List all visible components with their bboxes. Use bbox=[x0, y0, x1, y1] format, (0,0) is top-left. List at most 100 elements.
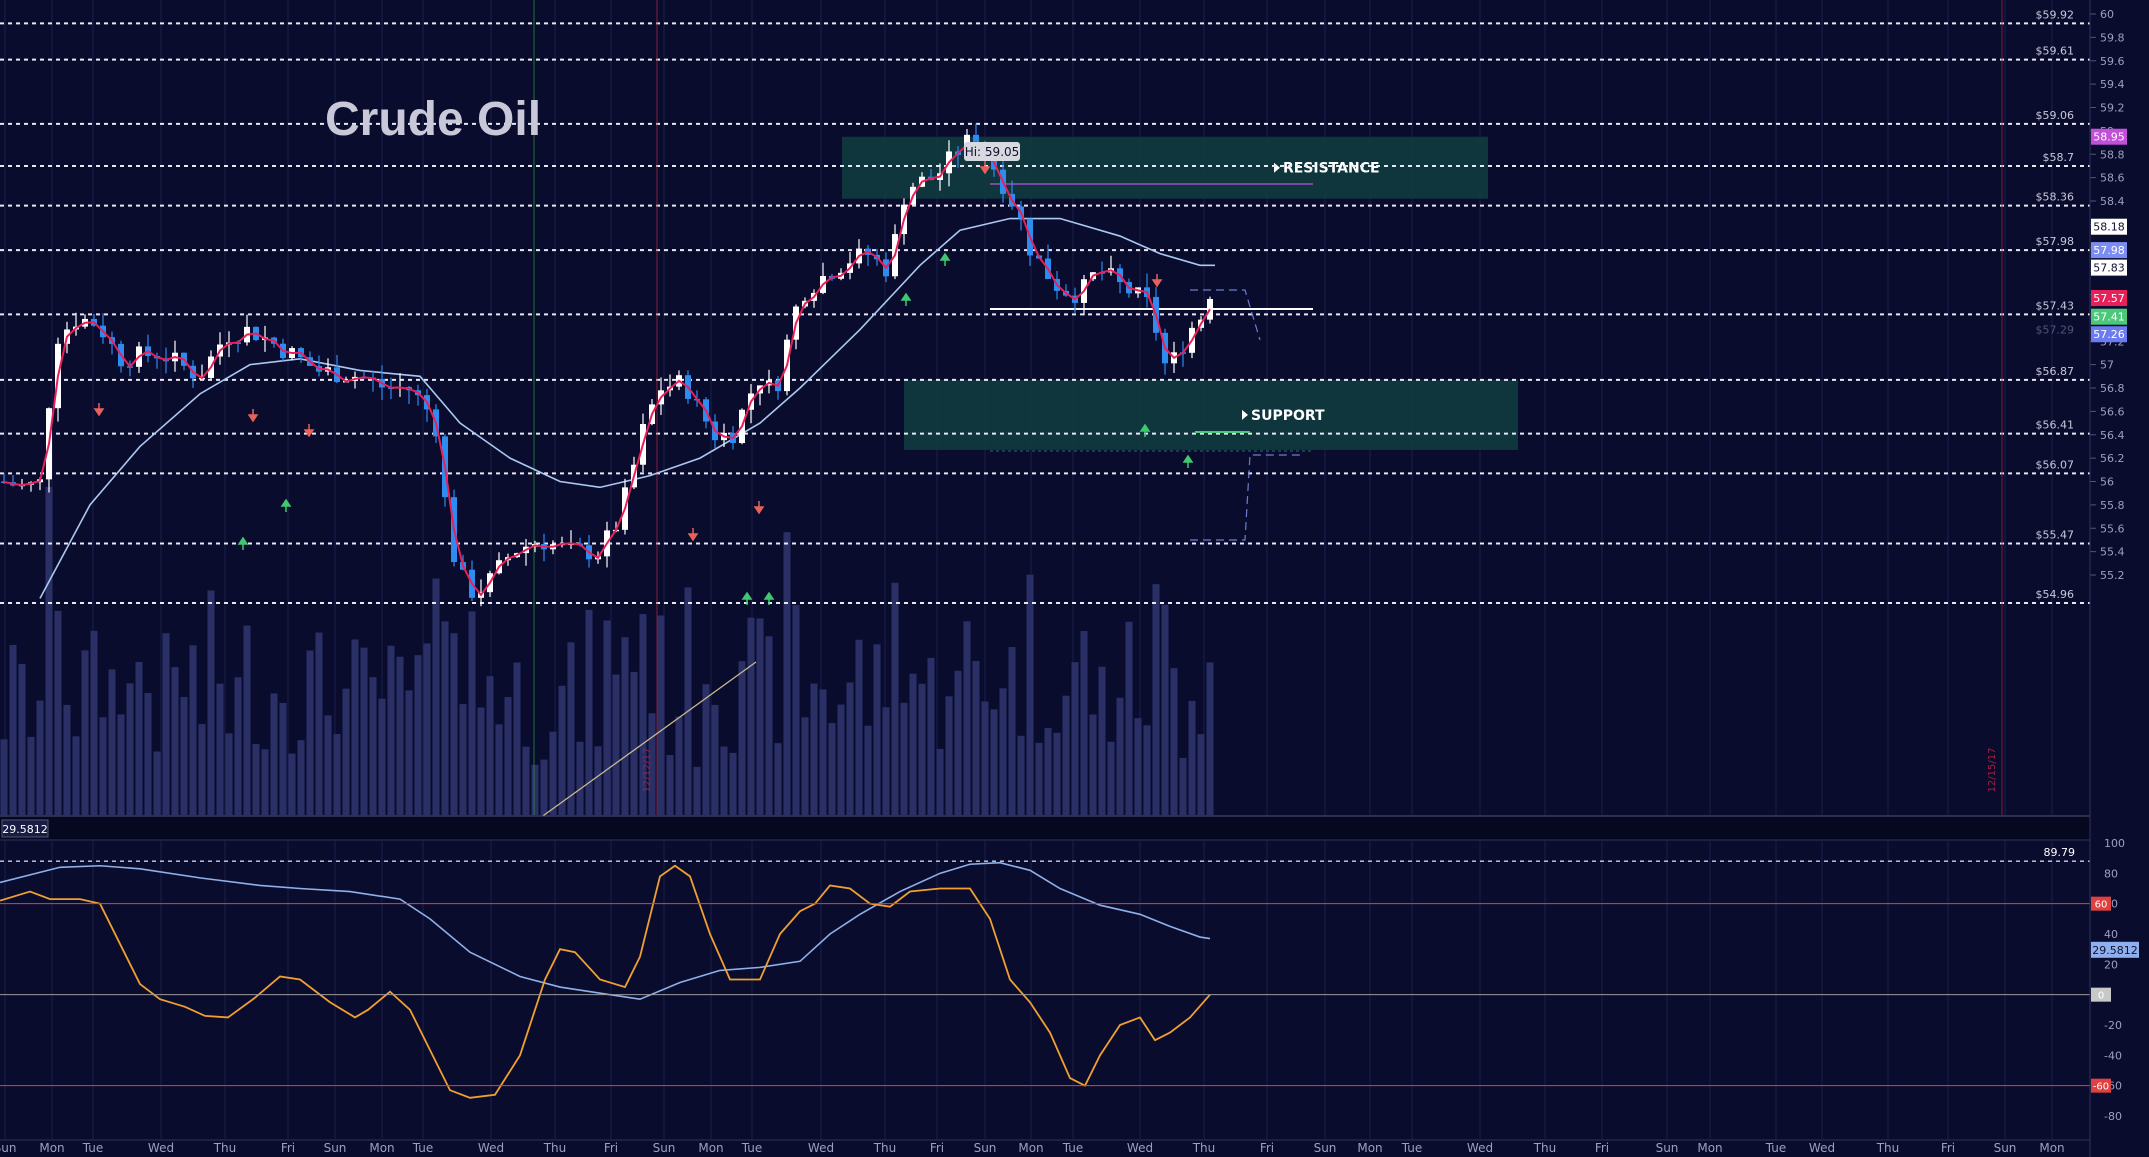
volume-bar bbox=[441, 621, 449, 815]
volume-bar bbox=[324, 715, 332, 815]
trendline bbox=[539, 183, 1313, 819]
volume-bar bbox=[783, 532, 791, 815]
volume-bar bbox=[738, 661, 746, 815]
level-label: $57.98 bbox=[2036, 235, 2075, 248]
price-badge-label: 57.57 bbox=[2093, 292, 2125, 305]
time-axis-label: Sun bbox=[1656, 1141, 1679, 1155]
time-axis-label: Mon bbox=[1018, 1141, 1043, 1155]
osc-slow-line bbox=[0, 861, 1211, 1001]
volume-bar bbox=[540, 759, 548, 815]
volume-bar bbox=[1044, 728, 1052, 815]
volume-bar bbox=[900, 702, 908, 815]
volume-bar bbox=[576, 741, 584, 815]
osc-tick-label: 20 bbox=[2104, 958, 2118, 971]
price-badge bbox=[2091, 242, 2127, 259]
volume-bar bbox=[873, 644, 881, 815]
volume-bar bbox=[846, 682, 854, 815]
time-axis-label: Thu bbox=[1533, 1141, 1557, 1155]
volume-bar bbox=[801, 717, 809, 815]
pane-separator bbox=[0, 816, 2090, 840]
volume-bar bbox=[135, 661, 143, 815]
signal-arrows bbox=[93, 161, 1194, 605]
volume-bar bbox=[108, 669, 116, 815]
osc-reference-badge-label: 60 bbox=[2095, 900, 2108, 911]
time-axis-label: Tue bbox=[82, 1141, 104, 1155]
date-marker-label: 12/12/17 bbox=[642, 748, 653, 793]
chart-title: Crude Oil bbox=[325, 93, 541, 146]
oscillator-lines bbox=[0, 861, 1211, 1099]
sell-arrow-icon bbox=[1151, 274, 1163, 288]
volume-bar bbox=[144, 693, 152, 815]
price-badge bbox=[2091, 290, 2127, 307]
time-axis-label: Tue bbox=[1765, 1141, 1787, 1155]
volume-bar bbox=[810, 683, 818, 815]
time-axis-label: Fri bbox=[1941, 1141, 1955, 1155]
zone-arrow-icon bbox=[1242, 409, 1248, 420]
volume-bar bbox=[423, 643, 431, 815]
volume-bar bbox=[126, 683, 134, 815]
osc-fast-line bbox=[0, 864, 1211, 1099]
volume-bar bbox=[1179, 757, 1187, 815]
volume-bar bbox=[729, 752, 737, 815]
volume-bar bbox=[972, 660, 980, 815]
volume-bar bbox=[432, 578, 440, 815]
axis-tick-label: 55.8 bbox=[2100, 499, 2125, 512]
volume-bar bbox=[9, 644, 17, 815]
volume-bar bbox=[720, 746, 728, 815]
volume-bar bbox=[1143, 725, 1151, 815]
osc-top-value: 89.79 bbox=[2044, 846, 2076, 859]
price-badge bbox=[2091, 326, 2127, 343]
axis-tick-label: 56 bbox=[2100, 476, 2114, 489]
buy-arrow-icon bbox=[1182, 454, 1194, 468]
volume-bar bbox=[27, 736, 35, 815]
volume-bar bbox=[621, 637, 629, 815]
volume-bar bbox=[351, 639, 359, 815]
volume-bar bbox=[756, 618, 764, 815]
volume-bar bbox=[243, 625, 251, 815]
volume-bar bbox=[234, 677, 242, 815]
price-badge bbox=[2091, 259, 2127, 276]
level-label: $59.92 bbox=[2036, 8, 2075, 21]
price-badge-label: 57.26 bbox=[2093, 328, 2125, 341]
level-label: $54.96 bbox=[2036, 588, 2075, 601]
volume-bar bbox=[459, 704, 467, 815]
volume-bar bbox=[387, 645, 395, 815]
volume-bar bbox=[1197, 734, 1205, 815]
time-axis-label: Mon bbox=[39, 1141, 64, 1155]
volume-bar bbox=[45, 486, 53, 815]
sell-arrow-icon bbox=[93, 403, 105, 417]
axis-tick-label: 55.6 bbox=[2100, 522, 2125, 535]
volume-bar bbox=[1008, 647, 1016, 815]
osc-tick-label: 80 bbox=[2104, 867, 2118, 880]
volume-bar bbox=[1035, 742, 1043, 815]
volume-bar bbox=[180, 696, 188, 815]
price-badge-label: 57.83 bbox=[2093, 262, 2125, 275]
buy-arrow-icon bbox=[237, 536, 249, 550]
volume-bar bbox=[297, 740, 305, 815]
volume-bar bbox=[207, 590, 215, 815]
volume-bar bbox=[513, 662, 521, 815]
volume-bar bbox=[360, 647, 368, 815]
volume-bar bbox=[414, 655, 422, 815]
volume-bar bbox=[1188, 700, 1196, 815]
volume-bar bbox=[99, 717, 107, 815]
volume-bar bbox=[216, 683, 224, 815]
volume-bar bbox=[1134, 718, 1142, 815]
volume-bar bbox=[72, 736, 80, 815]
time-axis-label: Fri bbox=[930, 1141, 944, 1155]
time-axis-label: Thu bbox=[1192, 1141, 1216, 1155]
time-axis-label: Fri bbox=[604, 1141, 618, 1155]
time-axis-label: Fri bbox=[1260, 1141, 1274, 1155]
buy-arrow-icon bbox=[939, 252, 951, 266]
time-axis-label: Mon bbox=[1357, 1141, 1382, 1155]
axis-tick-label: 59.2 bbox=[2100, 102, 2125, 115]
time-axis-label: Fri bbox=[281, 1141, 295, 1155]
time-axis-label: Wed bbox=[808, 1141, 834, 1155]
volume-bar bbox=[153, 751, 161, 815]
osc-reference-badge bbox=[2091, 987, 2111, 1002]
volume-bar bbox=[1062, 695, 1070, 815]
volume-bar bbox=[837, 704, 845, 815]
time-axis-label: Mon bbox=[698, 1141, 723, 1155]
buy-arrow-icon bbox=[1139, 423, 1151, 437]
zone-support bbox=[904, 379, 1518, 450]
